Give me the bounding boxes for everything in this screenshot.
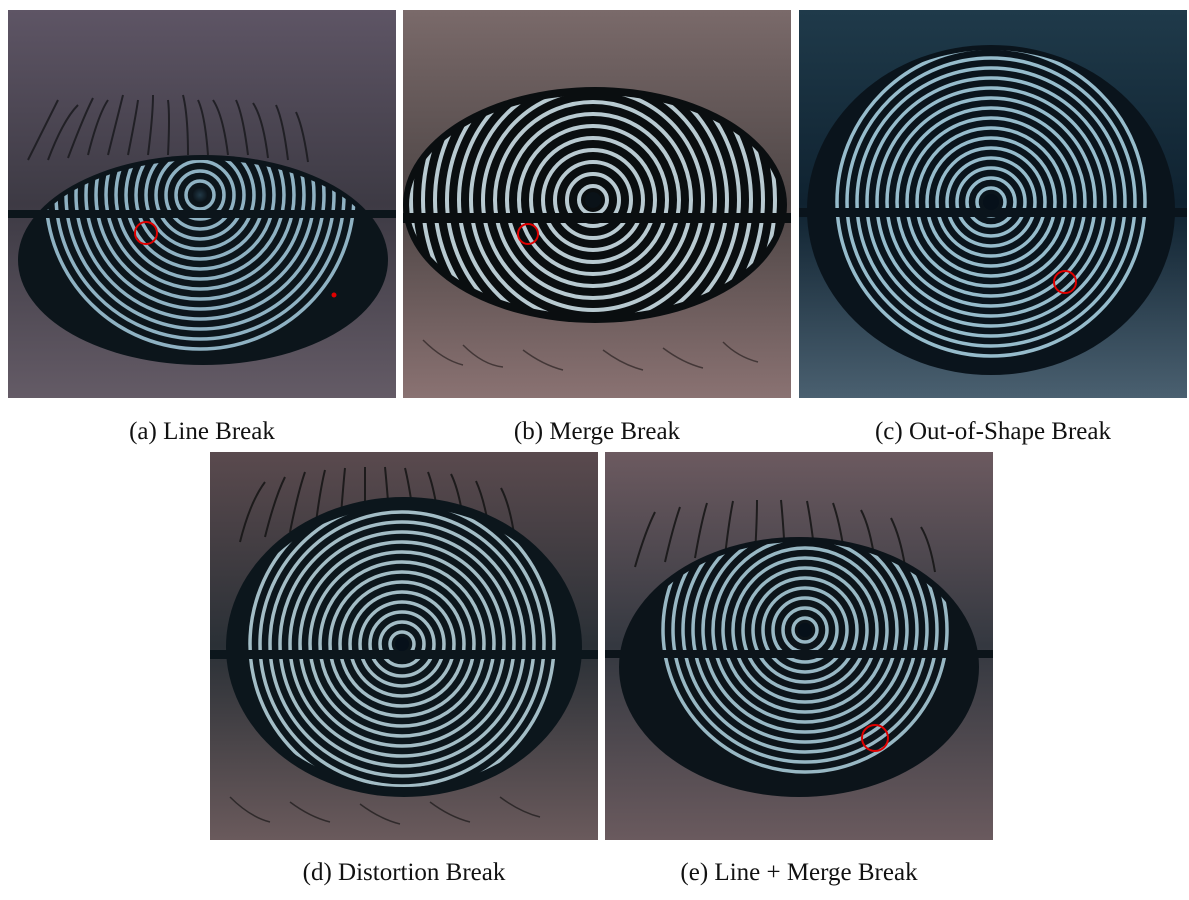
- caption-b: (b) Merge Break: [513, 418, 681, 445]
- break-marker-circle: [1053, 270, 1077, 294]
- caption-e: (e) Line + Merge Break: [680, 859, 918, 886]
- break-marker-circle: [517, 223, 539, 245]
- eye-image-a: [8, 10, 396, 398]
- eye-illustration-b: [403, 10, 791, 398]
- eye-image-e: [605, 452, 993, 840]
- eye-image-b: [403, 10, 791, 398]
- eye-illustration-c: [799, 10, 1187, 398]
- eye-illustration-a: [8, 10, 396, 398]
- break-marker-circle: [861, 724, 889, 752]
- eye-illustration-d: [210, 452, 598, 840]
- caption-c: (c) Out-of-Shape Break: [874, 418, 1111, 445]
- marker-dot: [331, 292, 337, 298]
- break-marker-circle: [134, 221, 158, 245]
- eye-image-c: [799, 10, 1187, 398]
- eye-image-d: [210, 452, 598, 840]
- caption-a: (a) Line Break: [129, 418, 275, 445]
- eye-illustration-e: [605, 452, 993, 840]
- caption-d: (d) Distortion Break: [302, 859, 506, 886]
